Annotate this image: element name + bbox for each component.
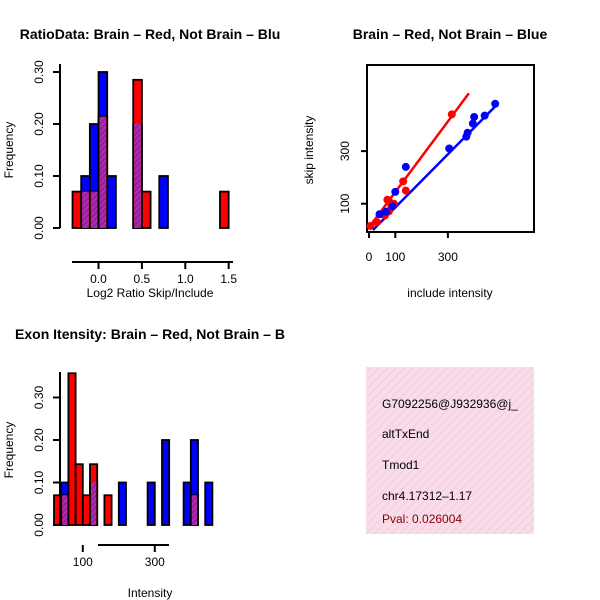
ratio-y-ticks: 0.00 0.10 0.20 0.30	[32, 60, 60, 240]
x-tick-label-3: 1.5	[220, 272, 237, 286]
ratio-y-label: Frequency	[2, 122, 16, 179]
intensity-x-ticks: 100 300	[73, 545, 165, 569]
y-tick-label-3: 0.30	[32, 60, 46, 84]
not-brain-point-3	[391, 187, 400, 196]
scatter-x-tick-label-1: 100	[385, 250, 405, 264]
not-brain-point-9	[470, 112, 479, 121]
not-brain-bar-2	[117, 481, 127, 526]
info-panel: G7092256@J932936@j_ altTxEnd Tmod1 chr4.…	[366, 367, 534, 534]
not-brain-point-11	[491, 99, 500, 108]
scatter-x-tick-label-0: 0	[366, 250, 373, 264]
overlap-bar-3	[99, 116, 107, 228]
scatter-points	[366, 99, 500, 231]
not-brain-bar-4	[161, 439, 171, 526]
y-tick-label-0: 0.00	[32, 513, 46, 537]
scatter-x-tick-label-2: 300	[438, 250, 458, 264]
brain-point-10	[447, 110, 456, 119]
overlap-bar-5	[91, 482, 97, 525]
x-tick-label-0: 0.0	[90, 272, 107, 286]
overlap-bar-2	[90, 191, 98, 228]
scatter-plot-frame	[366, 64, 535, 233]
ratio-histogram-bars	[71, 71, 230, 229]
scatter-x-label: include intensity	[407, 286, 492, 300]
intensity-y-ticks: 0.00 0.10 0.20 0.30	[32, 385, 60, 537]
x-tick-label-1: 0.5	[134, 272, 151, 286]
not-brain-point-0	[375, 210, 384, 219]
not-brain-point-8	[468, 119, 477, 128]
y-tick-label-1: 0.10	[32, 470, 46, 494]
brain-bar-6	[219, 190, 230, 229]
x-tick-label-1: 300	[145, 555, 165, 569]
not-brain-point-10	[480, 111, 489, 120]
gene-symbol-text: Tmod1	[382, 458, 420, 472]
intensity-x-label: Intensity	[128, 586, 173, 600]
scatter-title: Brain – Red, Not Brain – Blue	[353, 26, 548, 42]
scatter-y-tick-label-1: 300	[338, 141, 352, 161]
probe-id-text: G7092256@J932936@j_	[382, 397, 518, 411]
y-tick-label-2: 0.20	[32, 428, 46, 452]
overlap-bar-4	[134, 124, 141, 228]
ratio-histogram-title: RatioData: Brain – Red, Not Brain – Blu	[20, 26, 281, 42]
brain-point-7	[383, 195, 392, 204]
y-tick-label-3: 0.30	[32, 385, 46, 409]
brain-bar-4	[81, 494, 91, 526]
not-brain-bar-7	[204, 481, 214, 526]
overlap-bar-1	[62, 495, 68, 525]
not-brain-bar-3	[146, 481, 156, 526]
scatter-y-label: skip intensity	[302, 116, 316, 185]
brain-point-8	[399, 177, 408, 186]
not-brain-bar-5	[182, 481, 192, 526]
not-brain-point-7	[463, 128, 472, 137]
x-tick-label-2: 1.0	[177, 272, 194, 286]
pval-text: Pval: 0.026004	[382, 512, 462, 526]
ratio-x-label: Log2 Ratio Skip/Include	[87, 286, 214, 300]
brain-point-1	[372, 218, 381, 227]
brain-bar-3	[74, 463, 84, 526]
scatter-y-ticks: 100 300	[338, 141, 367, 214]
brain-bar-2	[67, 372, 77, 526]
y-tick-label-0: 0.00	[32, 216, 46, 240]
scatter-y-tick-label-0: 100	[338, 193, 352, 213]
info-box-background	[366, 367, 534, 534]
ratio-histogram-panel: RatioData: Brain – Red, Not Brain – Blu …	[2, 26, 280, 300]
not-brain-point-1	[382, 207, 391, 216]
x-tick-label-0: 100	[73, 555, 93, 569]
intensity-y-label: Frequency	[2, 422, 16, 479]
overlap-bar-7	[191, 495, 197, 525]
overlap-bar-1	[82, 191, 89, 228]
scatter-x-ticks: 0 100 300	[366, 232, 458, 264]
brain-bar-6	[103, 494, 113, 526]
brain-bar-0	[71, 190, 83, 229]
locus-text: chr4.17312–1.17	[382, 489, 472, 503]
intensity-histogram-panel: Exon Itensity: Brain – Red, Not Brain – …	[2, 326, 285, 600]
brain-point-0	[366, 222, 375, 231]
not-brain-bar-3	[106, 175, 117, 229]
not-brain-point-4	[401, 162, 410, 171]
intensity-histogram-title: Exon Itensity: Brain – Red, Not Brain – …	[15, 326, 285, 342]
y-tick-label-1: 0.10	[32, 164, 46, 188]
brain-bar-5	[141, 190, 152, 229]
not-brain-point-2	[388, 202, 397, 211]
not-brain-bar-5	[158, 175, 169, 229]
intensity-histogram-bars	[53, 372, 214, 526]
ratio-x-ticks: 0.0 0.5 1.0 1.5	[90, 262, 237, 286]
y-tick-label-2: 0.20	[32, 112, 46, 136]
event-type-text: altTxEnd	[382, 427, 429, 441]
scatter-panel: Brain – Red, Not Brain – Blue 0 100 300 10…	[302, 26, 547, 300]
brain-point-9	[401, 186, 410, 195]
not-brain-point-5	[445, 144, 454, 153]
